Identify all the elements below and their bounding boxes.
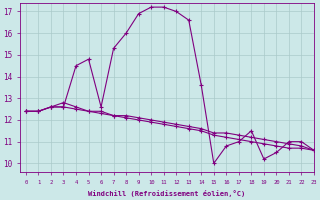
X-axis label: Windchill (Refroidissement éolien,°C): Windchill (Refroidissement éolien,°C) [88,190,245,197]
